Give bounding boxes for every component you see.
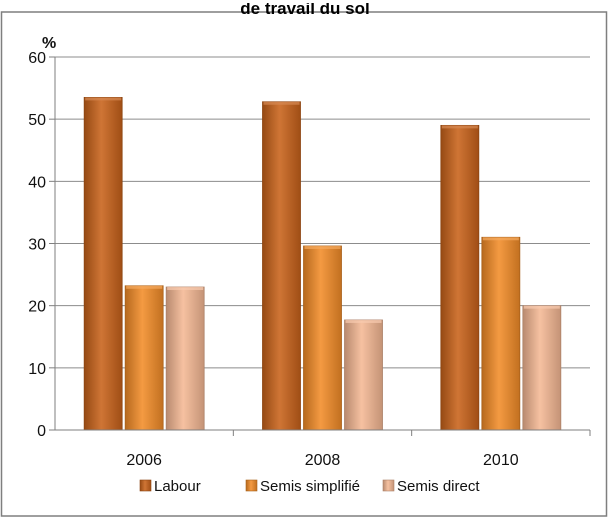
x-tick-label: 2006 bbox=[126, 452, 162, 469]
axes: 0 10 20 30 40 50 60% 2006 2008 2010 bbox=[28, 35, 591, 469]
y-tick-label: 40 bbox=[28, 174, 46, 191]
y-tick-label: 30 bbox=[28, 237, 46, 254]
bars bbox=[83, 97, 562, 431]
legend-swatch bbox=[382, 479, 395, 492]
bar bbox=[124, 285, 164, 431]
bar-highlight bbox=[126, 285, 163, 289]
bar bbox=[522, 305, 562, 431]
bar-highlight bbox=[263, 101, 300, 105]
y-tick-label: 0 bbox=[37, 423, 46, 440]
bar-highlight bbox=[523, 305, 560, 309]
y-tick-label: 10 bbox=[28, 361, 46, 378]
bar bbox=[262, 101, 301, 431]
legend-swatch bbox=[139, 479, 152, 492]
y-tick-label: 20 bbox=[28, 299, 46, 316]
bar-highlight bbox=[482, 237, 519, 241]
legend-swatch bbox=[245, 479, 258, 492]
x-tick-label: 2010 bbox=[483, 452, 519, 469]
bar bbox=[83, 97, 123, 431]
title-clip bbox=[0, 0, 610, 3]
bar-highlight bbox=[345, 319, 382, 323]
bar bbox=[440, 124, 480, 431]
y-tick-label: 50 bbox=[28, 112, 46, 129]
y-tick-label: 60 bbox=[28, 50, 46, 67]
bar bbox=[303, 245, 342, 431]
x-tick-label: 2008 bbox=[305, 452, 341, 469]
bar-highlight bbox=[441, 125, 478, 129]
bar-highlight bbox=[304, 245, 341, 249]
bar-highlight bbox=[85, 97, 122, 101]
bar bbox=[344, 319, 383, 431]
legend-label: Semis simplifié bbox=[260, 478, 360, 495]
title-cover bbox=[0, 0, 610, 11]
bar-highlight bbox=[167, 287, 204, 291]
legend-label: Semis direct bbox=[397, 478, 480, 495]
chart-frame bbox=[0, 11, 608, 517]
bar bbox=[165, 286, 205, 431]
legend-label: Labour bbox=[154, 478, 201, 495]
y-axis-label: % bbox=[42, 35, 56, 52]
chart-title: de travail du sol bbox=[240, 0, 369, 18]
legend: Labour Semis simplifié Semis direct bbox=[139, 478, 480, 495]
bar bbox=[481, 236, 521, 431]
